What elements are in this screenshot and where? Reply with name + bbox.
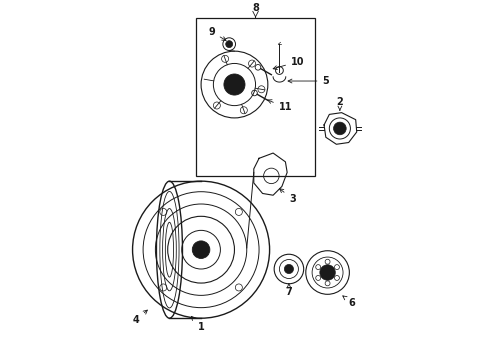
Text: 3: 3	[280, 189, 296, 204]
Circle shape	[320, 265, 335, 280]
Text: 1: 1	[191, 316, 204, 332]
Bar	[196, 18, 315, 176]
Circle shape	[192, 241, 210, 258]
Text: 8: 8	[252, 3, 259, 13]
Circle shape	[334, 122, 346, 135]
Circle shape	[226, 41, 233, 48]
Text: 11: 11	[268, 100, 292, 112]
Circle shape	[284, 265, 294, 274]
Text: 6: 6	[343, 296, 356, 308]
Text: 7: 7	[286, 284, 293, 297]
Text: 10: 10	[273, 57, 304, 69]
Circle shape	[224, 74, 245, 95]
Text: 4: 4	[133, 310, 147, 325]
Text: 5: 5	[288, 76, 329, 86]
Text: 2: 2	[337, 97, 343, 110]
Text: 9: 9	[208, 27, 226, 40]
